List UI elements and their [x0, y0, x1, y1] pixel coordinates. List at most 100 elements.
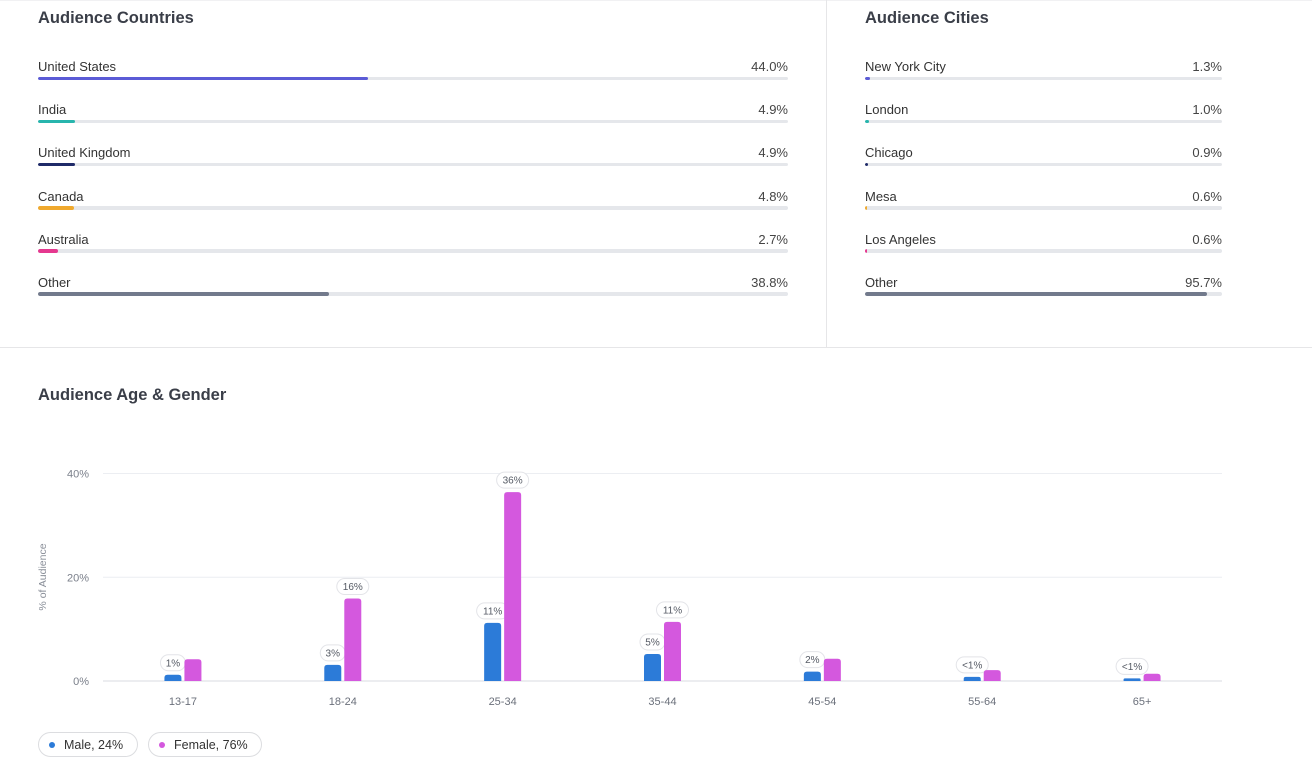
data-label: 36%	[503, 476, 523, 487]
male-bar	[324, 664, 342, 681]
country-row: Other 38.8%	[38, 275, 788, 318]
country-label: Australia	[38, 231, 89, 247]
data-label: 2%	[805, 655, 820, 666]
countries-list: United States 44.0% India 4.9% United Kingdo…	[38, 59, 788, 318]
city-label: Other	[865, 274, 898, 290]
city-row: New York City 1.3%	[865, 59, 1222, 102]
country-bar-track	[38, 76, 788, 80]
city-label: Mesa	[865, 188, 897, 204]
legend-male[interactable]: Male, 24%	[38, 732, 138, 757]
panel-divider	[826, 0, 827, 348]
city-row: Mesa 0.6%	[865, 189, 1222, 232]
x-tick-label: 45-54	[808, 696, 836, 708]
male-bar	[484, 622, 502, 681]
country-bar-fill	[38, 249, 59, 253]
x-tick-label: 13-17	[169, 696, 197, 708]
countries-title: Audience Countries	[38, 9, 194, 27]
city-label: Los Angeles	[865, 231, 936, 247]
country-percent: 4.8%	[758, 188, 788, 204]
country-label: Canada	[38, 188, 84, 204]
x-tick-label: 55-64	[968, 696, 996, 708]
data-label: 1%	[166, 658, 181, 669]
city-bar-fill	[865, 162, 869, 167]
age-gender-title: Audience Age & Gender	[38, 386, 227, 404]
x-tick-label: 25-34	[489, 696, 517, 708]
y-tick-label: 20%	[67, 572, 89, 584]
x-tick-label: 35-44	[648, 696, 676, 708]
country-row: United States 44.0%	[38, 59, 788, 102]
male-bar	[164, 674, 182, 681]
city-percent: 0.6%	[1192, 231, 1222, 247]
data-label: <1%	[962, 660, 982, 671]
female-bar	[1143, 673, 1161, 681]
city-row: Chicago 0.9%	[865, 145, 1222, 188]
city-bar-track	[865, 206, 1222, 210]
data-label: 5%	[645, 638, 660, 649]
data-label-pill	[955, 656, 989, 674]
cities-list: New York City 1.3% London 1.0% Chicago 0.9% Me…	[865, 59, 1222, 318]
female-bar	[983, 670, 1001, 681]
male-bar	[803, 671, 821, 681]
city-percent: 1.3%	[1192, 59, 1222, 74]
country-percent: 4.9%	[758, 145, 788, 161]
city-bar-fill	[865, 76, 870, 80]
data-label: 3%	[326, 648, 341, 659]
data-label: 16%	[343, 582, 363, 593]
country-percent: 44.0%	[751, 59, 788, 74]
male-bar	[1123, 678, 1141, 681]
male-bar	[644, 654, 661, 681]
cities-title: Audience Cities	[865, 9, 989, 27]
y-axis-title: % of Audience	[37, 543, 49, 610]
city-bar-track	[865, 249, 1222, 253]
male-dot-icon	[49, 741, 55, 748]
city-label: London	[865, 102, 909, 118]
female-bar	[184, 659, 202, 681]
legend-female-label: Female, 76%	[174, 737, 248, 752]
country-bar-fill	[38, 162, 75, 167]
data-label-pill	[1115, 657, 1149, 675]
female-dot-icon	[159, 741, 165, 748]
country-bar-track	[38, 119, 788, 124]
country-bar-track	[38, 249, 788, 253]
city-percent: 0.6%	[1192, 188, 1222, 204]
female-bar	[664, 621, 681, 681]
country-percent: 38.8%	[751, 274, 788, 290]
data-label-pill	[496, 471, 530, 489]
country-label: India	[38, 102, 67, 118]
city-bar-track	[865, 76, 1222, 80]
city-row: Other 95.7%	[865, 275, 1222, 318]
country-bar-track	[38, 162, 788, 167]
y-tick-label: 0%	[73, 676, 89, 688]
city-bar-track	[865, 292, 1222, 296]
country-bar-fill	[38, 76, 368, 80]
male-bar	[963, 676, 981, 681]
x-tick-label: 18-24	[329, 696, 357, 708]
city-bar-fill	[865, 292, 1207, 296]
data-label: 11%	[483, 606, 502, 617]
data-label-pill	[336, 578, 370, 596]
x-tick-label: 65+	[1133, 696, 1152, 708]
country-percent: 2.7%	[758, 231, 788, 247]
city-row: London 1.0%	[865, 102, 1222, 145]
female-bar	[823, 658, 841, 681]
legend-male-label: Male, 24%	[64, 737, 124, 752]
country-label: United Kingdom	[38, 145, 131, 161]
country-bar-track	[38, 292, 788, 296]
country-bar-fill	[38, 119, 75, 124]
section-divider	[0, 347, 1312, 348]
data-label: 11%	[663, 605, 682, 616]
y-tick-label: 40%	[67, 469, 89, 481]
country-row: Canada 4.8%	[38, 189, 788, 232]
legend-female[interactable]: Female, 76%	[148, 732, 262, 757]
city-bar-track	[865, 162, 1222, 167]
city-label: New York City	[865, 59, 946, 74]
country-bar-track	[38, 206, 788, 210]
country-row: India 4.9%	[38, 102, 788, 145]
country-label: Other	[38, 274, 71, 290]
city-bar-fill	[865, 249, 868, 253]
city-row: Los Angeles 0.6%	[865, 232, 1222, 275]
country-bar-fill	[38, 292, 329, 296]
age-gender-chart: 0% 20% 40% % of Audience 13-17 1% 18-24 3% 16% 25…	[37, 469, 1222, 708]
female-bar	[504, 492, 522, 681]
country-label: United States	[38, 59, 117, 74]
